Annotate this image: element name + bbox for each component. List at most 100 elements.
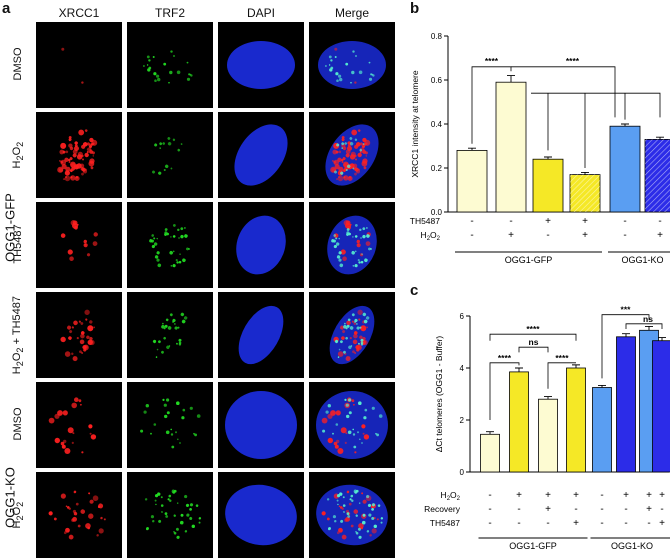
error-bar-2 bbox=[544, 396, 552, 400]
error-bar-5 bbox=[656, 136, 664, 140]
condition-sign-2-0: - bbox=[488, 518, 491, 529]
significance-label-3: ns bbox=[529, 337, 539, 347]
condition-sign-0-0: - bbox=[488, 490, 491, 501]
micrograph-dapi-5 bbox=[218, 472, 304, 558]
condition-sign-0-5: - bbox=[658, 216, 661, 227]
micrograph-xrcc1-4 bbox=[36, 382, 122, 468]
row-label-4: DMSO bbox=[12, 407, 24, 441]
y-tick-label: 0.8 bbox=[431, 32, 443, 41]
condition-sign-0-4: - bbox=[600, 490, 603, 501]
micrograph-trf2-2 bbox=[127, 202, 213, 288]
significance-label-1: **** bbox=[566, 56, 580, 66]
micrograph-dapi-1 bbox=[218, 112, 304, 198]
y-tick-label: 4 bbox=[460, 364, 465, 373]
error-bar-4 bbox=[598, 384, 606, 388]
condition-sign-1-5: + bbox=[657, 230, 663, 241]
micrograph-merge-4 bbox=[309, 382, 395, 468]
condition-sign-0-5: + bbox=[623, 490, 629, 501]
significance-label-0: **** bbox=[485, 56, 499, 66]
micrograph-merge-3 bbox=[309, 292, 395, 378]
condition-sign-0-0: - bbox=[470, 216, 473, 227]
condition-label-1: H2O2 bbox=[421, 230, 441, 242]
error-bar-4 bbox=[621, 123, 629, 127]
significance-label-1: **** bbox=[555, 353, 569, 363]
significance-bracket-1 bbox=[511, 66, 661, 168]
bar-0 bbox=[480, 433, 500, 473]
significance-bracket-2 bbox=[489, 333, 577, 341]
bar-4 bbox=[609, 125, 641, 213]
significance-label-0: **** bbox=[498, 353, 512, 363]
micrograph-xrcc1-2 bbox=[36, 202, 122, 288]
col-header-trf2: TRF2 bbox=[155, 6, 185, 20]
row-label-0: DMSO bbox=[12, 47, 24, 81]
micrograph-xrcc1-1 bbox=[36, 112, 122, 198]
y-axis-label: XRCC1 intensity at telomere bbox=[410, 70, 420, 178]
condition-sign-2-3: + bbox=[573, 518, 579, 529]
col-header-dapi: DAPI bbox=[246, 6, 275, 20]
panel-b-letter: b bbox=[410, 0, 420, 17]
micrograph-xrcc1-5 bbox=[36, 472, 122, 558]
condition-sign-0-3: + bbox=[582, 216, 588, 227]
micrograph-xrcc1-0 bbox=[36, 22, 122, 108]
condition-label-1: Recovery bbox=[424, 504, 461, 514]
condition-sign-1-1: + bbox=[508, 230, 514, 241]
condition-sign-2-6: - bbox=[647, 518, 650, 529]
error-bar-0 bbox=[468, 147, 476, 151]
condition-sign-1-2: + bbox=[545, 504, 551, 515]
condition-sign-0-4: - bbox=[623, 216, 626, 227]
micrograph-dapi-2 bbox=[218, 202, 304, 288]
group-label-0: OGG1-GFP bbox=[509, 541, 557, 551]
panel-b-chart: 0.0 0.2 0.4 0.6 0.8 XRCC1 intensity at telome… bbox=[410, 32, 670, 265]
error-bar-6 bbox=[645, 325, 653, 331]
y-axis-label: ΔCt telomeres (OGG1 - Buffer) bbox=[434, 336, 444, 453]
row-label-1: H2O2 bbox=[10, 141, 26, 169]
condition-sign-0-6: + bbox=[646, 490, 652, 501]
condition-sign-1-0: - bbox=[488, 504, 491, 515]
micrograph-trf2-5 bbox=[127, 472, 213, 558]
condition-sign-0-1: - bbox=[509, 216, 512, 227]
panel-c-letter: c bbox=[410, 282, 419, 299]
row-label-3: H2O2 + TH5487 bbox=[10, 296, 26, 375]
condition-label-0: H2O2 bbox=[441, 490, 461, 502]
bar-1 bbox=[509, 371, 529, 473]
micrograph-xrcc1-3 bbox=[36, 292, 122, 378]
condition-sign-0-2: + bbox=[545, 490, 551, 501]
significance-bracket-5 bbox=[625, 323, 663, 329]
y-tick-label: 6 bbox=[460, 312, 465, 321]
significance-bracket-0 bbox=[471, 66, 512, 144]
condition-sign-1-7: - bbox=[660, 504, 663, 515]
group-label-1: OGG1-KO bbox=[611, 541, 653, 551]
condition-sign-2-2: - bbox=[546, 518, 549, 529]
micrograph-merge-1 bbox=[309, 112, 395, 198]
error-bar-1 bbox=[507, 75, 515, 83]
y-tick-label: 0 bbox=[460, 468, 465, 477]
group-label-0: OGG1-GFP bbox=[505, 255, 553, 265]
bar-7 bbox=[652, 340, 670, 473]
condition-sign-2-1: - bbox=[517, 518, 520, 529]
bar-hatch-3 bbox=[570, 174, 600, 212]
condition-label-0: TH5487 bbox=[410, 216, 441, 226]
condition-label-2: TH5487 bbox=[430, 518, 461, 528]
row-label-2: TH5487 bbox=[12, 224, 24, 264]
condition-sign-1-4: - bbox=[600, 504, 603, 515]
condition-sign-1-5: - bbox=[624, 504, 627, 515]
micrograph-merge-2 bbox=[309, 202, 395, 288]
bar-1 bbox=[495, 81, 527, 213]
condition-sign-1-3: + bbox=[582, 230, 588, 241]
bar-3 bbox=[566, 367, 586, 473]
error-bar-0 bbox=[486, 431, 494, 435]
significance-label-2: **** bbox=[526, 324, 540, 334]
condition-sign-0-3: + bbox=[573, 490, 579, 501]
condition-sign-1-1: - bbox=[517, 504, 520, 515]
y-tick-label: 2 bbox=[460, 416, 465, 425]
col-header-merge: Merge bbox=[334, 6, 369, 20]
bar-4 bbox=[592, 387, 612, 473]
condition-sign-2-7: + bbox=[659, 518, 665, 529]
error-bar-2 bbox=[544, 156, 552, 160]
y-tick-label: 0.0 bbox=[431, 208, 443, 217]
condition-sign-2-5: - bbox=[624, 518, 627, 529]
micrograph-dapi-3 bbox=[218, 292, 304, 378]
condition-sign-1-3: - bbox=[574, 504, 577, 515]
condition-sign-1-6: + bbox=[646, 504, 652, 515]
error-bar-1 bbox=[515, 367, 523, 372]
